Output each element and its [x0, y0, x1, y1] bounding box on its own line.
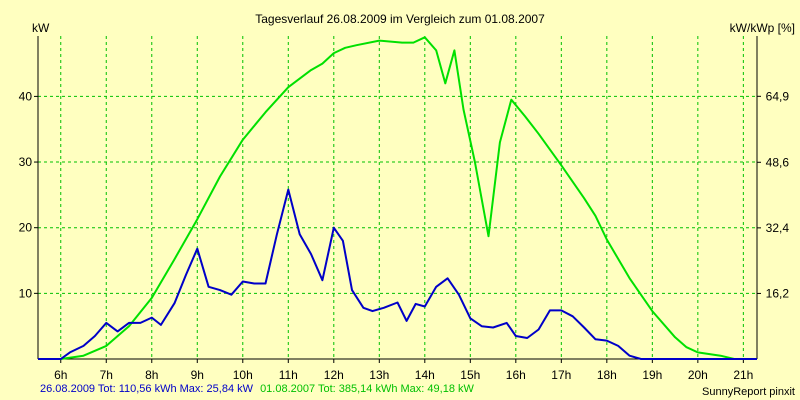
footer-series2-stats: 01.08.2007 Tot: 385,14 kWh Max: 49,18 kW: [260, 383, 474, 395]
x-tick-labels: 6h 7h 8h 9h 10h 11h 12h 13h 14h 15h 16h 17h 18h 19h 20…: [54, 368, 753, 382]
x-tick-label: 17h: [551, 368, 571, 382]
x-tick-label: 18h: [597, 368, 617, 382]
footer-brand: SunnyReport pinxit: [702, 386, 795, 398]
x-tick-label: 21h: [733, 368, 753, 382]
y-left-tick-label: 30: [19, 155, 33, 169]
axes: [34, 36, 761, 363]
x-tick-label: 20h: [688, 368, 708, 382]
x-tick-label: 8h: [145, 368, 158, 382]
y-left-tick-label: 40: [19, 89, 33, 103]
series-line-2: [38, 36, 757, 360]
y-left-tick-label: 10: [19, 286, 33, 300]
y-right-tick-label: 16,2: [766, 286, 790, 300]
x-tick-label: 7h: [100, 368, 113, 382]
x-tick-label: 11h: [279, 368, 298, 382]
y-left-tick-labels: 10 20 30 40: [19, 89, 33, 300]
x-tick-label: 13h: [369, 368, 389, 382]
chart-title: Tagesverlauf 26.08.2009 im Vergleich zum…: [255, 12, 545, 26]
y-right-tick-label: 48,6: [766, 155, 790, 169]
x-tick-label: 15h: [460, 368, 480, 382]
y-right-tick-label: 64,9: [766, 89, 790, 103]
x-tick-label: 14h: [415, 368, 435, 382]
x-tick-label: 9h: [191, 368, 204, 382]
series-lines: [38, 36, 757, 360]
x-tick-label: 16h: [506, 368, 526, 382]
y-right-tick-labels: 16,2 32,4 48,6 64,9: [766, 89, 790, 300]
x-tick-label: 12h: [324, 368, 344, 382]
x-tick-label: 10h: [233, 368, 253, 382]
footer-stats: 26.08.2009 Tot: 110,56 kWh Max: 25,84 kW…: [40, 383, 474, 395]
x-tick-label: 6h: [54, 368, 67, 382]
y-left-tick-label: 20: [19, 221, 33, 235]
y-right-tick-label: 32,4: [766, 221, 790, 235]
x-tick-label: 19h: [642, 368, 662, 382]
y-left-axis-label: kW: [32, 21, 50, 35]
y-right-axis-label: kW/kWp [%]: [730, 21, 795, 35]
footer-series1-stats: 26.08.2009 Tot: 110,56 kWh Max: 25,84 kW: [40, 383, 254, 395]
series-line-1: [38, 188, 757, 360]
